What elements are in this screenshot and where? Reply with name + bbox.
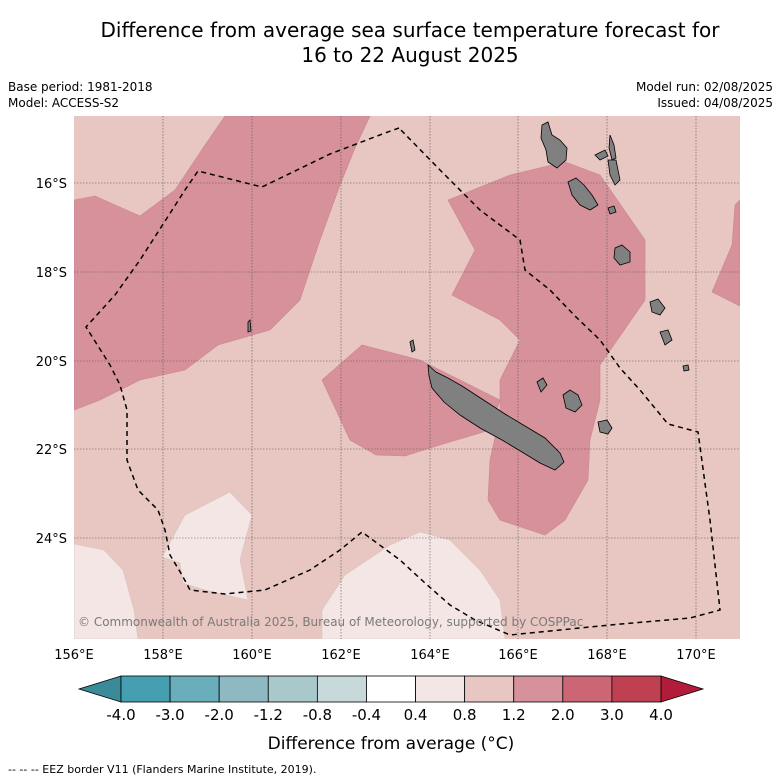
land <box>247 121 690 471</box>
loyalty-island-2 <box>597 419 613 435</box>
vanuatu-islet-3 <box>607 159 621 186</box>
colorbar-over-arrow <box>660 675 705 703</box>
lon-label-164e: 164°E <box>410 648 450 663</box>
colorbar-segment <box>415 675 466 703</box>
colorbar-segment <box>316 675 367 703</box>
colorbar-tick-label: 0.8 <box>453 706 477 724</box>
issued-date: Issued: 04/08/2025 <box>657 96 773 110</box>
vanuatu-islet-4 <box>607 205 617 215</box>
colorbar-segment <box>562 675 613 703</box>
lat-label-20s: 20°S <box>36 355 67 370</box>
lat-label-22s: 22°S <box>36 443 67 458</box>
lon-label-170e: 170°E <box>676 648 716 663</box>
lon-label-156e: 156°E <box>54 648 94 663</box>
anomaly-band-0.4-0.8-south <box>321 531 506 639</box>
map-title: Difference from average sea surface temp… <box>0 18 781 68</box>
colorbar-segment <box>366 675 416 703</box>
malekula <box>567 177 599 211</box>
erromango <box>649 298 666 316</box>
anomaly-band-1.2-2.0-far-east <box>711 199 740 307</box>
lat-label-24s: 24°S <box>36 532 67 547</box>
lon-label-160e: 160°E <box>232 648 272 663</box>
lat-label-16s: 16°S <box>36 177 67 192</box>
anomaly-band-1.2-2.0-east <box>447 161 646 536</box>
lon-label-158e: 158°E <box>143 648 183 663</box>
latitude-labels: 16°S 18°S 20°S 22°S 24°S <box>36 177 67 547</box>
colorbar-tick-label: 4.0 <box>649 706 673 724</box>
title-line-2: 16 to 22 August 2025 <box>301 43 519 67</box>
colorbar-segment <box>464 675 515 703</box>
colorbar-segment <box>120 675 171 703</box>
chesterfield-islet <box>247 319 252 333</box>
matthew-islet <box>682 364 690 372</box>
loyalty-island-3 <box>536 377 548 393</box>
model-name: Model: ACCESS-S2 <box>8 96 120 110</box>
meta-left: Base period: 1981-2018 Model: ACCESS-S2 <box>8 79 153 111</box>
colorbar-tick-label: -3.0 <box>155 706 184 724</box>
colorbar-tick-label: 1.2 <box>502 706 526 724</box>
title-line-1: Difference from average sea surface temp… <box>100 18 720 42</box>
graticule <box>74 116 740 639</box>
longitude-labels: 156°E 158°E 160°E 162°E 164°E 166°E 168°… <box>54 648 716 663</box>
lon-label-162e: 162°E <box>321 648 361 663</box>
model-run: Model run: 02/08/2025 <box>635 80 773 94</box>
colorbar-tick-labels: -4.0 -3.0 -2.0 -1.2 -0.8 -0.4 0.4 0.8 1.2 2.0 3.0 4… <box>106 706 673 724</box>
colorbar-segment <box>267 675 318 703</box>
colorbar-tick-label: -2.0 <box>205 706 234 724</box>
lon-label-166e: 166°E <box>498 648 538 663</box>
colorbar-title: Difference from average (°C) <box>268 734 515 754</box>
colorbar-tick-label: 3.0 <box>600 706 624 724</box>
lat-label-18s: 18°S <box>36 266 67 281</box>
anomaly-band-1.2-2.0-new-caledonia <box>321 344 501 457</box>
colorbar-tick-label: 0.4 <box>404 706 428 724</box>
colorbar: -4.0 -3.0 -2.0 -1.2 -0.8 -0.4 0.4 0.8 1.2 2.0 3.0 4… <box>77 675 705 754</box>
colorbar-segment <box>513 675 564 703</box>
colorbar-tick-label: -4.0 <box>106 706 135 724</box>
colorbar-tick-label: -0.4 <box>352 706 381 724</box>
colorbar-tick-label: -1.2 <box>254 706 283 724</box>
colorbar-tick-label: -0.8 <box>303 706 332 724</box>
new-caledonia-island <box>427 364 565 471</box>
anomaly-band-0.4-0.8-southwest <box>74 543 139 639</box>
base-period: Base period: 1981-2018 <box>8 80 153 94</box>
meta-right: Model run: 02/08/2025 Issued: 04/08/2025 <box>636 79 773 111</box>
tanna <box>659 329 673 346</box>
espiritu-santo <box>540 121 568 169</box>
lon-label-168e: 168°E <box>587 648 627 663</box>
vanuatu-islet-2 <box>608 134 617 161</box>
anomaly-band-1.2-2.0-northwest <box>74 116 371 411</box>
colorbar-segment <box>169 675 220 703</box>
colorbar-segments <box>120 675 662 703</box>
vanuatu-islet-1 <box>594 149 609 161</box>
colorbar-segment <box>611 675 662 703</box>
colorbar-segment <box>218 675 269 703</box>
colorbar-tick-label: 2.0 <box>551 706 575 724</box>
loyalty-island-1 <box>562 389 583 413</box>
colorbar-under-arrow <box>77 675 122 703</box>
eez-border <box>85 127 721 636</box>
eez-footnote: -- -- -- EEZ border V11 (Flanders Marine… <box>8 763 317 776</box>
belep-islet <box>409 339 416 353</box>
copyright-notice: © Commonwealth of Australia 2025, Bureau… <box>78 615 583 629</box>
map-panel: © Commonwealth of Australia 2025, Bureau… <box>74 116 740 639</box>
efate <box>613 244 631 266</box>
